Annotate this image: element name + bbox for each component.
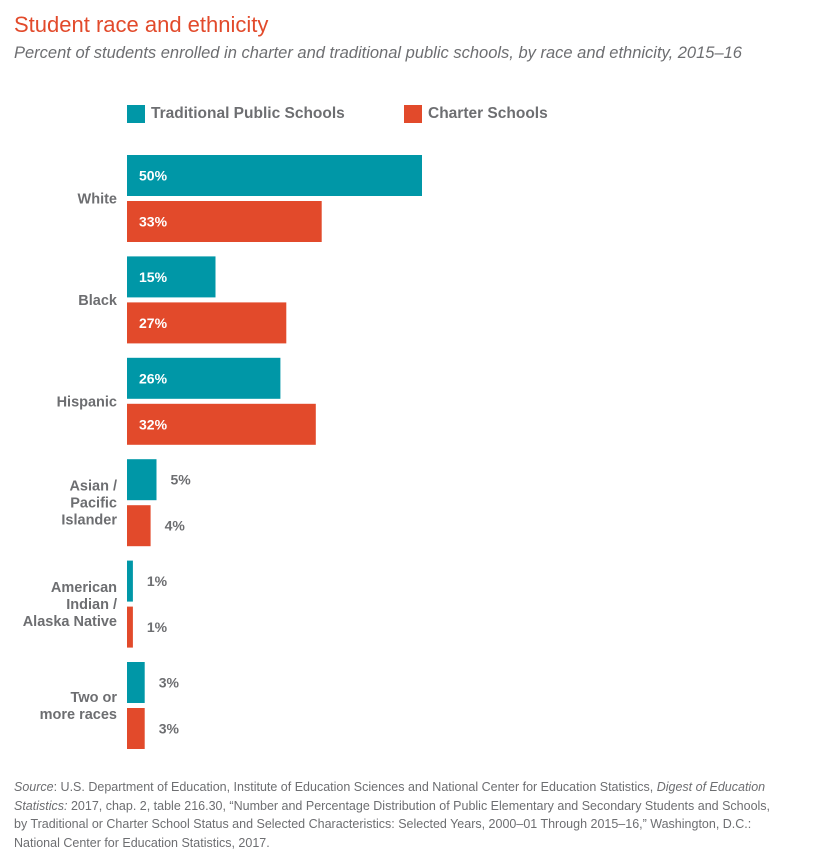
category-group-white: 50% 33% White: [78, 155, 422, 242]
bar-two-or-more-races-traditional: [127, 662, 145, 703]
bar-asian-pacific-islander-traditional: [127, 459, 157, 501]
legend-swatch-charter: [404, 105, 422, 123]
data-label-hispanic-charter: 32%: [139, 416, 168, 432]
legend-item-charter: Charter Schools: [404, 105, 548, 123]
category-label-line: Two or: [71, 690, 118, 706]
data-label-asian-pacific-islander-traditional: 5%: [171, 472, 192, 488]
category-label-black: Black: [78, 293, 118, 309]
source-text-1: : U.S. Department of Education, Institut…: [53, 780, 657, 794]
bar-white-charter: [127, 201, 322, 242]
category-group-two-or-more-races: 3% 3% Two or more races: [40, 662, 180, 749]
legend-label-charter: Charter Schools: [428, 105, 548, 122]
data-label-black-traditional: 15%: [139, 269, 168, 285]
category-label-line: Indian /: [66, 597, 117, 613]
bar-black-traditional: [127, 256, 216, 298]
data-label-two-or-more-races-charter: 3%: [159, 721, 180, 737]
bar-chart: 50% 33% White 15% 27% Black 26% 32% Hispanic 5% 4%…: [23, 155, 422, 749]
category-group-asian-pacific-islander: 5% 4% Asian / Pacific Islander: [61, 459, 192, 547]
category-group-hispanic: 26% 32% Hispanic: [57, 357, 316, 445]
source-publication-title: Digest of Education Statistics:: [14, 780, 766, 813]
source-label: Source: [14, 780, 54, 794]
data-label-two-or-more-races-traditional: 3%: [159, 675, 180, 691]
data-label-black-charter: 27%: [139, 315, 168, 331]
category-label-american-indian-alaska-native: American Indian / Alaska Native: [23, 580, 117, 630]
bar-american-indian-alaska-native-traditional: [127, 560, 133, 602]
category-label-line: Hispanic: [57, 394, 117, 410]
data-label-hispanic-traditional: 26%: [139, 370, 168, 386]
bar-black-charter: [127, 302, 287, 344]
bar-two-or-more-races-charter: [127, 708, 145, 749]
source-note: Source: U.S. Department of Education, In…: [14, 778, 774, 852]
category-label-line: Black: [78, 293, 118, 309]
category-group-black: 15% 27% Black: [78, 256, 287, 344]
category-label-line: American: [51, 580, 117, 596]
category-label-line: Islander: [61, 513, 117, 529]
bar-hispanic-charter: [127, 403, 316, 445]
chart-subtitle: Percent of students enrolled in charter …: [14, 44, 742, 62]
bar-hispanic-traditional: [127, 357, 281, 399]
data-label-asian-pacific-islander-charter: 4%: [165, 518, 186, 534]
data-label-white-traditional: 50%: [139, 168, 168, 184]
category-label-line: Asian /: [69, 479, 117, 495]
category-label-white: White: [78, 192, 117, 208]
category-label-two-or-more-races: Two or more races: [40, 690, 118, 723]
legend-swatch-traditional: [127, 105, 145, 123]
category-label-asian-pacific-islander: Asian / Pacific Islander: [61, 479, 117, 529]
bar-asian-pacific-islander-charter: [127, 505, 151, 547]
data-label-american-indian-alaska-native-charter: 1%: [147, 619, 168, 635]
category-group-american-indian-alaska-native: 1% 1% American Indian / Alaska Native: [23, 560, 168, 648]
category-label-hispanic: Hispanic: [57, 394, 117, 410]
category-label-line: Alaska Native: [23, 614, 117, 630]
data-label-american-indian-alaska-native-traditional: 1%: [147, 573, 168, 589]
legend-label-traditional: Traditional Public Schools: [151, 105, 345, 122]
bar-american-indian-alaska-native-charter: [127, 606, 133, 648]
category-label-line: Pacific: [70, 496, 117, 512]
legend-item-traditional: Traditional Public Schools: [127, 105, 345, 123]
category-label-line: more races: [40, 707, 117, 723]
bar-white-traditional: [127, 155, 422, 196]
category-label-line: White: [78, 192, 117, 208]
chart-title: Student race and ethnicity: [14, 12, 269, 37]
source-text-2: 2017, chap. 2, table 216.30, “Number and…: [14, 798, 771, 850]
data-label-white-charter: 33%: [139, 214, 168, 230]
